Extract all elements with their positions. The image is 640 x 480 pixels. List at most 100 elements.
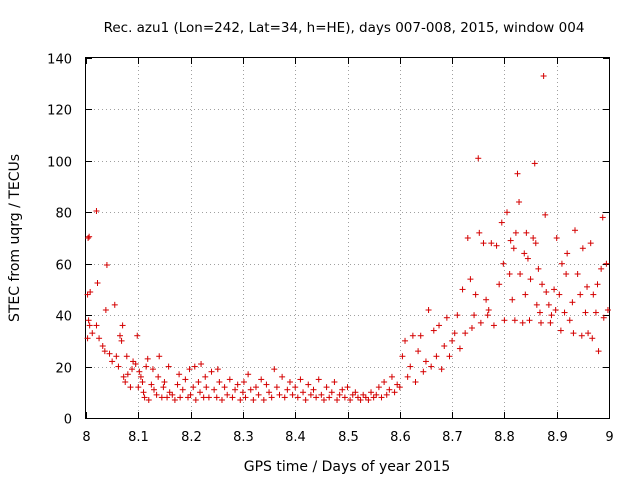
data-point: [383, 391, 390, 398]
data-point: [475, 155, 482, 162]
data-point: [519, 319, 526, 326]
data-point: [425, 307, 432, 313]
data-point: [441, 343, 448, 349]
data-point: [538, 319, 545, 326]
data-point: [205, 394, 212, 401]
data-point: [116, 332, 123, 339]
x-tick-labels: 8 8.1 8.2 8.3 8.4 8.5 8.6 8.7 8.8 8.9 9: [82, 430, 613, 445]
data-point: [415, 348, 422, 355]
data-point: [320, 397, 327, 403]
data-point: [318, 391, 325, 398]
data-point: [510, 245, 517, 252]
data-point: [266, 389, 273, 396]
data-point: [119, 322, 126, 329]
data-point: [224, 391, 231, 398]
y-tick-label: 20: [55, 362, 72, 377]
data-point: [399, 353, 406, 360]
data-point: [540, 73, 547, 79]
data-point: [547, 319, 554, 326]
data-point: [569, 299, 576, 306]
data-point: [472, 291, 479, 298]
data-point: [412, 379, 419, 385]
data-point: [307, 391, 314, 398]
data-point: [176, 371, 183, 378]
data-point: [334, 397, 341, 403]
data-point: [174, 381, 181, 388]
data-point: [260, 397, 267, 403]
data-point: [255, 391, 262, 398]
data-point: [500, 260, 507, 267]
data-point: [197, 389, 204, 396]
data-point: [93, 208, 100, 214]
data-point: [129, 366, 136, 373]
data-point: [252, 384, 259, 391]
y-tick-label: 60: [55, 259, 72, 274]
data-point: [476, 229, 483, 236]
data-point: [485, 307, 492, 313]
data-point: [370, 394, 377, 401]
data-point: [315, 376, 322, 383]
data-point: [144, 355, 151, 362]
data-point: [592, 309, 599, 316]
data-point: [221, 384, 228, 391]
data-point: [467, 276, 474, 283]
data-point: [166, 389, 173, 396]
data-point: [211, 386, 218, 393]
data-point: [150, 386, 157, 393]
data-point: [438, 366, 445, 373]
y-tick-label: 0: [64, 413, 72, 428]
data-point: [579, 245, 586, 252]
data-point: [524, 255, 531, 262]
data-point: [153, 391, 160, 398]
data-points: [84, 73, 611, 403]
data-point: [585, 330, 592, 337]
x-tick-label: 8.6: [390, 430, 411, 445]
data-point: [331, 379, 338, 385]
data-point: [187, 391, 194, 398]
data-point: [247, 386, 254, 393]
data-point: [451, 330, 458, 337]
data-point: [577, 291, 584, 298]
data-point: [561, 309, 568, 316]
data-point: [378, 394, 385, 401]
data-point: [459, 286, 466, 293]
data-point: [137, 373, 144, 380]
data-point: [543, 289, 550, 295]
data-point: [521, 250, 528, 257]
data-point: [347, 397, 354, 403]
data-point: [551, 286, 558, 293]
data-point: [118, 337, 125, 344]
data-point: [417, 332, 424, 339]
data-point: [354, 394, 361, 401]
data-point: [484, 312, 491, 319]
x-tick-label: 9: [605, 430, 613, 445]
data-point: [234, 381, 241, 388]
data-point: [245, 371, 252, 378]
data-point: [570, 330, 577, 337]
data-point: [558, 260, 565, 267]
data-point: [386, 386, 393, 393]
data-point: [517, 271, 524, 277]
data-point: [140, 389, 147, 396]
data-point: [468, 325, 475, 331]
data-point: [563, 271, 570, 277]
data-point: [477, 319, 484, 326]
data-point: [160, 384, 167, 391]
data-point: [598, 265, 605, 272]
data-point: [493, 242, 500, 249]
data-point: [572, 227, 579, 234]
data-point: [258, 376, 265, 383]
data-point: [271, 366, 278, 373]
data-point: [286, 379, 293, 385]
data-point: [229, 394, 236, 401]
data-point: [268, 394, 275, 401]
data-point: [135, 384, 142, 391]
data-point: [192, 397, 199, 403]
data-point: [456, 345, 463, 352]
data-point: [143, 363, 150, 370]
data-point: [516, 199, 523, 205]
data-point: [99, 343, 106, 349]
data-point: [156, 353, 163, 360]
data-point: [300, 389, 307, 396]
data-point: [273, 384, 280, 391]
